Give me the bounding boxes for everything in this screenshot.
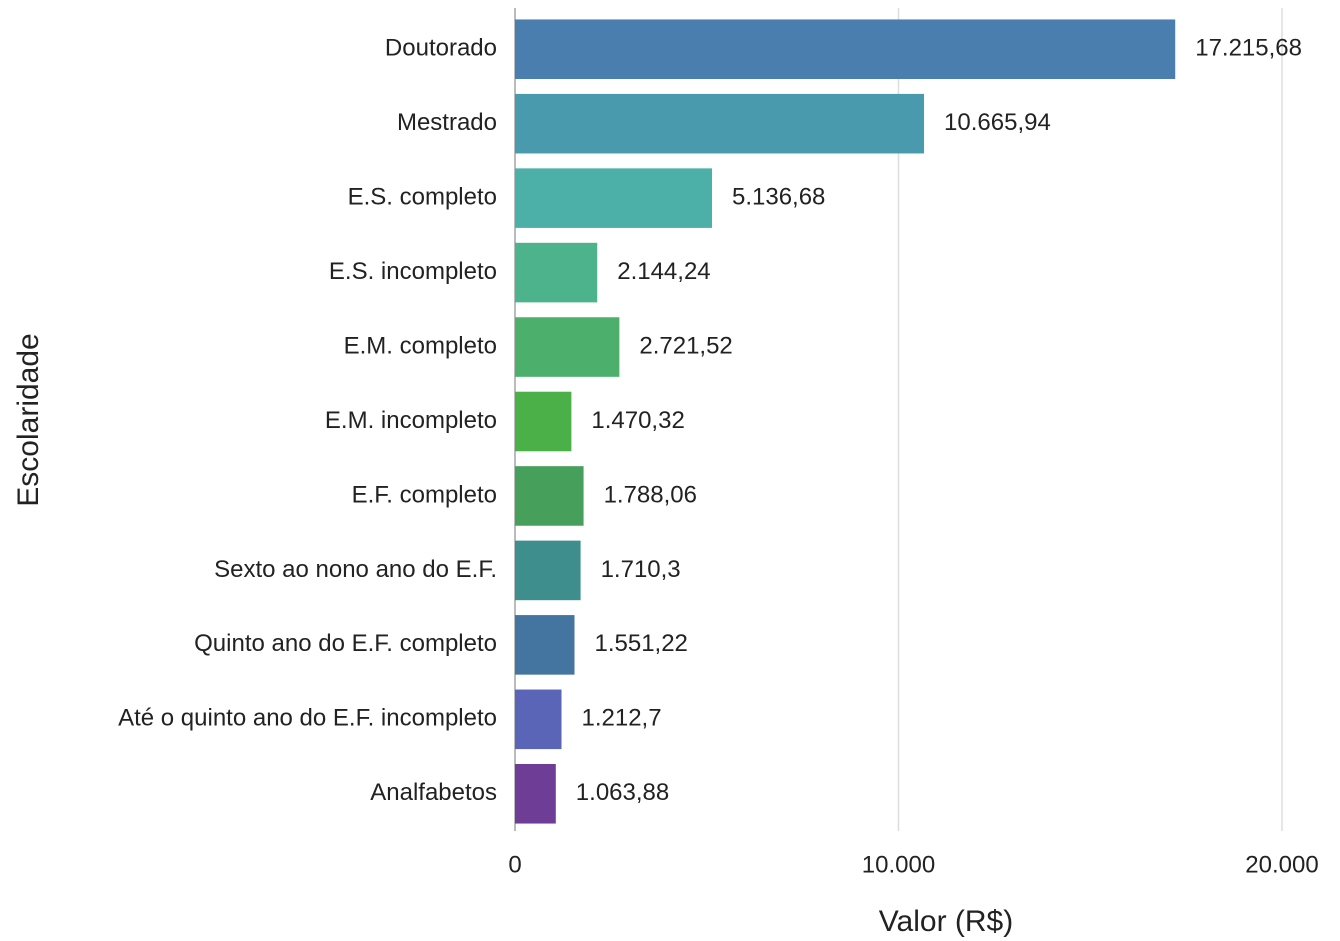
data-label: 5.136,68 (732, 183, 825, 210)
bar (515, 168, 712, 228)
bar (515, 317, 620, 377)
data-label: 1.063,88 (576, 779, 669, 806)
y-tick-label: Mestrado (397, 109, 497, 136)
bar (515, 689, 562, 750)
y-tick-label: Quinto ano do E.F. completo (194, 630, 497, 657)
y-tick-label: E.S. incompleto (329, 258, 497, 285)
y-axis-title: Escolaridade (12, 333, 45, 506)
y-tick-label: Até o quinto ano do E.F. incompleto (118, 705, 497, 732)
data-label: 2.144,24 (617, 258, 710, 285)
y-tick-label: E.F. completo (352, 481, 497, 508)
y-tick-label: E.M. completo (344, 332, 497, 359)
bar (515, 391, 572, 452)
x-tick-label: 10.000 (862, 851, 935, 878)
x-axis-title: Valor (R$) (879, 905, 1013, 938)
data-label: 2.721,52 (639, 332, 732, 359)
bar (515, 242, 598, 303)
bar (515, 540, 581, 601)
bar (515, 466, 584, 526)
data-label: 17.215,68 (1195, 35, 1302, 62)
y-tick-label: Doutorado (385, 35, 497, 62)
x-tick-label: 0 (508, 851, 521, 878)
data-label: 1.212,7 (582, 705, 662, 732)
bar (515, 615, 575, 675)
x-tick-label: 20.000 (1245, 851, 1318, 878)
data-label: 1.788,06 (604, 481, 697, 508)
data-label: 1.551,22 (594, 630, 687, 657)
y-tick-label: E.S. completo (348, 183, 497, 210)
bar (515, 93, 925, 154)
data-label: 10.665,94 (944, 109, 1051, 136)
y-tick-label: Analfabetos (370, 779, 497, 806)
y-tick-label: Sexto ao nono ano do E.F. (214, 556, 497, 583)
bar (515, 763, 556, 824)
data-label: 1.470,32 (591, 407, 684, 434)
data-label: 1.710,3 (601, 556, 681, 583)
bar (515, 19, 1176, 80)
y-tick-label: E.M. incompleto (325, 407, 497, 434)
